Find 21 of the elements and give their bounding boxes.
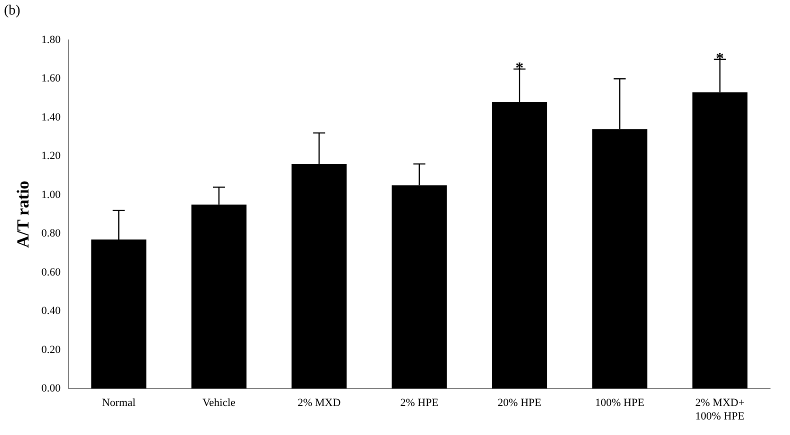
x-tick-label: Vehicle: [202, 397, 236, 410]
y-tick-label: 1.60: [41, 72, 62, 85]
x-tick-label: 2% MXD+ 100% HPE: [695, 397, 745, 422]
y-tick-label: 1.80: [41, 34, 62, 46]
x-tick-label: Normal: [102, 397, 136, 410]
annotation: *: [516, 60, 524, 78]
x-tick-label: 20% HPE: [498, 397, 542, 410]
annotation: *: [716, 50, 724, 68]
y-tick-label: 0.40: [41, 305, 62, 318]
text: (b): [4, 4, 21, 19]
y-tick-label: 0.60: [41, 266, 62, 278]
y-axis-title: A/T ratio: [14, 180, 33, 248]
y-tick-label: 1.00: [41, 188, 62, 201]
y-tick-label: 0.20: [41, 344, 62, 356]
x-tick-label: 2% HPE: [400, 397, 439, 410]
x-tick-label: 2% MXD: [298, 397, 341, 410]
y-tick-label: 0.80: [41, 228, 62, 240]
y-tick-label: 1.40: [41, 111, 62, 124]
x-tick-label: 100% HPE: [595, 397, 645, 410]
y-tick-label: 1.20: [41, 150, 62, 162]
y-tick-label: 0.00: [41, 382, 62, 394]
